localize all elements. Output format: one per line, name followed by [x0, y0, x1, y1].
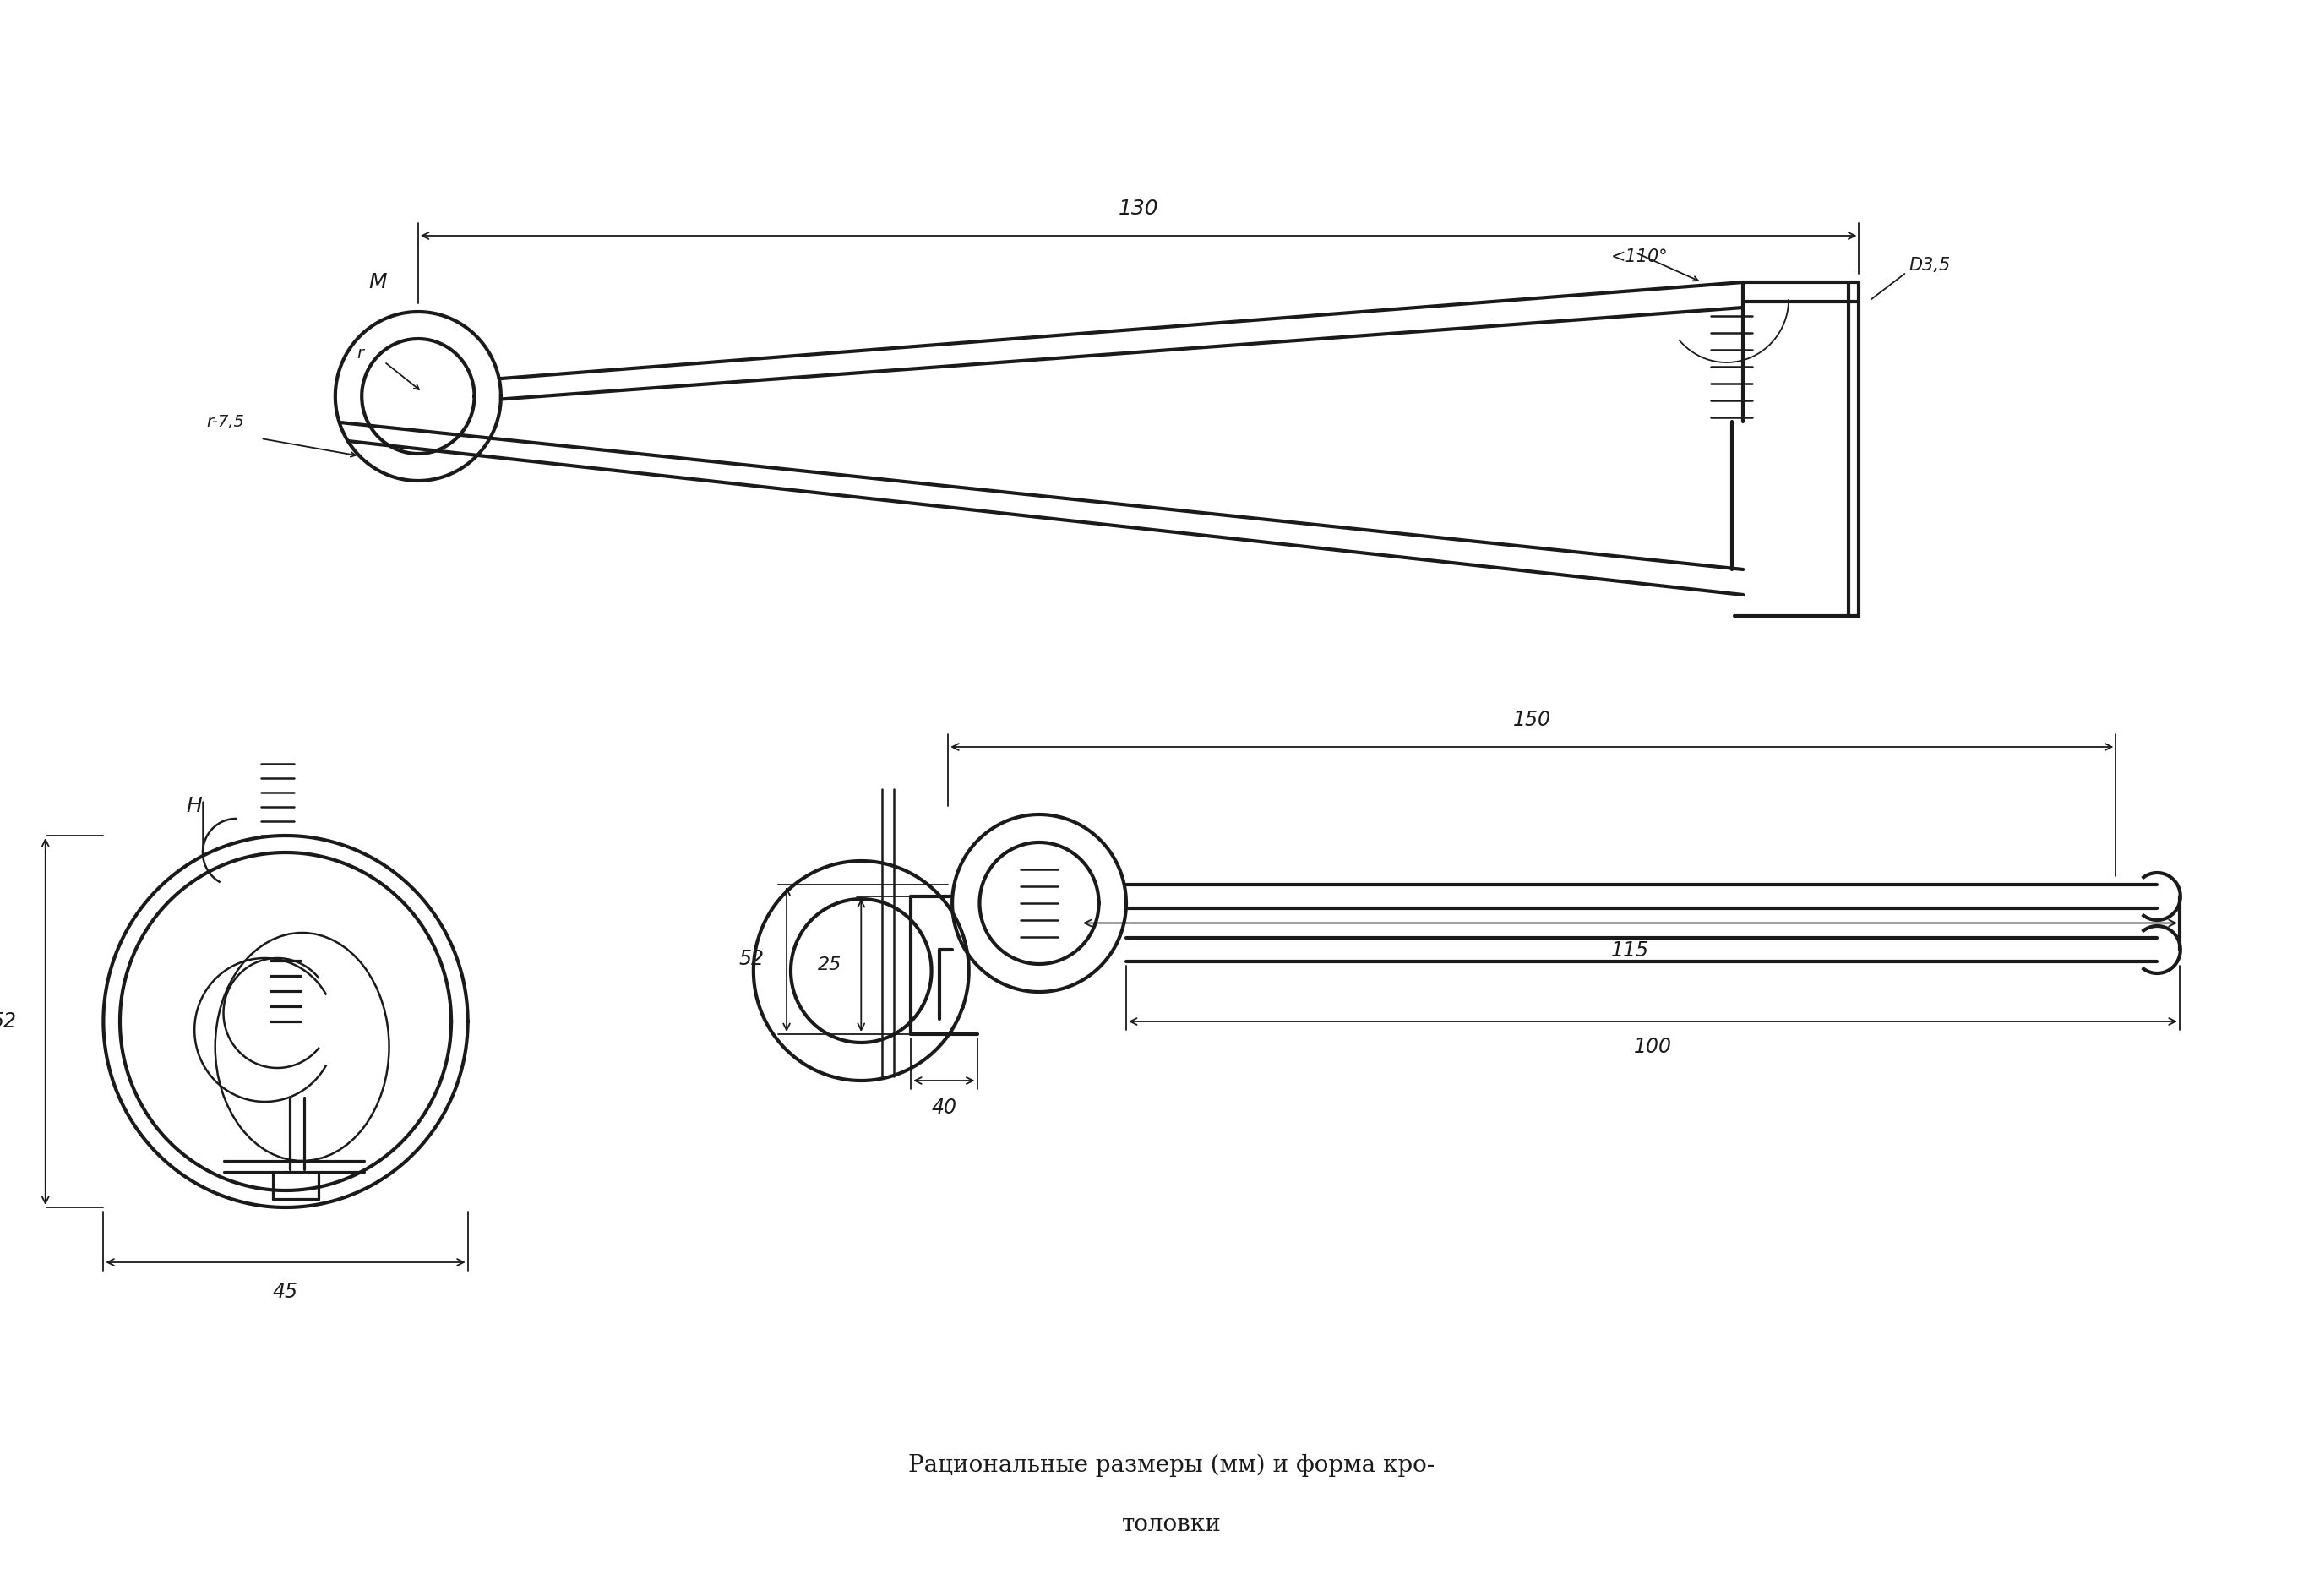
Text: 52: 52 [740, 950, 765, 969]
Text: 25: 25 [818, 958, 841, 974]
Text: r: r [356, 345, 363, 361]
Text: 52: 52 [0, 1012, 16, 1031]
Text: D3,5: D3,5 [1910, 257, 1951, 275]
Text: 115: 115 [1611, 940, 1650, 961]
Text: М: М [368, 271, 386, 292]
Text: r-7,5: r-7,5 [207, 413, 244, 429]
Text: 45: 45 [273, 1282, 299, 1302]
Text: Рациональные размеры (мм) и форма кро-: Рациональные размеры (мм) и форма кро- [908, 1454, 1434, 1476]
Text: 40: 40 [931, 1098, 956, 1117]
Text: Н: Н [186, 796, 202, 816]
Text: <110°: <110° [1611, 249, 1668, 265]
Text: 130: 130 [1119, 198, 1158, 219]
Text: толовки: толовки [1121, 1513, 1223, 1535]
Text: 100: 100 [1634, 1037, 1673, 1057]
Text: 150: 150 [1512, 710, 1551, 729]
